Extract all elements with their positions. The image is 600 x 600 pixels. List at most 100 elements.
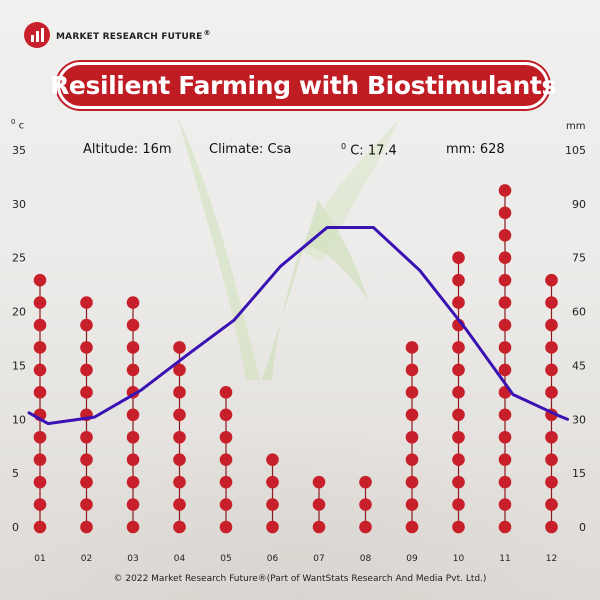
right-axis-tick: 60	[572, 306, 586, 319]
precipitation-dot	[545, 475, 558, 489]
precipitation-dot	[33, 341, 47, 354]
temperature-label: 0 C: 17.4	[341, 142, 397, 159]
month-label: 02	[81, 554, 92, 564]
precipitation-dot	[173, 408, 186, 422]
precipitation-dot	[173, 498, 186, 511]
precipitation-dot	[126, 408, 140, 422]
precipitation-dot	[126, 475, 140, 489]
right-axis-tick: 15	[572, 467, 586, 480]
precipitation-dot	[498, 408, 512, 422]
month-label: 11	[499, 554, 510, 564]
precipitation-dot	[498, 228, 512, 242]
precipitation-dot	[80, 475, 93, 489]
precipitation-dot	[80, 430, 93, 444]
precipitation-dot	[405, 520, 419, 534]
precipitation-dot	[219, 408, 233, 422]
precipitation-dot	[80, 520, 93, 534]
precipitation-dot	[126, 430, 140, 444]
precipitation-dot	[452, 273, 465, 287]
left-axis-tick: 30	[12, 198, 26, 211]
precipitation-dot	[452, 498, 465, 511]
precipitation-dot	[405, 363, 419, 377]
precipitation-dot	[126, 296, 140, 309]
precipitation-dot	[126, 498, 140, 511]
precipitation-dot	[452, 453, 465, 466]
precipitation-dot	[498, 184, 512, 197]
precipitation-dot	[498, 296, 512, 309]
precipitation-dot	[219, 475, 233, 489]
precipitation-dot	[312, 520, 326, 534]
precipitation-dot	[359, 498, 372, 511]
precipitation-dot	[33, 386, 47, 399]
precipitation-dot	[266, 498, 279, 511]
precipitation-dot	[405, 408, 419, 422]
right-axis-tick: 0	[579, 521, 586, 534]
precipitation-dot	[405, 498, 419, 511]
precipitation-dot	[219, 386, 233, 399]
month-label: 07	[313, 554, 324, 564]
right-axis-tick: 75	[572, 252, 586, 265]
month-label: 06	[267, 554, 279, 564]
month-label: 08	[360, 554, 372, 564]
precipitation-dot	[452, 341, 465, 354]
month-label: 03	[127, 554, 138, 564]
page-title: Resilient Farming with Biostimulants	[50, 71, 556, 100]
precipitation-dot	[405, 453, 419, 466]
precipitation-dot	[173, 386, 186, 399]
precipitation-dot	[266, 520, 279, 534]
precipitation-dot	[33, 296, 47, 309]
precipitation-dot	[219, 498, 233, 511]
month-label: 05	[220, 554, 231, 564]
precipitation-dot	[80, 386, 93, 399]
precipitation-dot	[33, 363, 47, 377]
precipitation-dot	[452, 520, 465, 534]
left-axis-tick: 35	[12, 144, 26, 157]
precipitation-dot	[126, 520, 140, 534]
precipitation-dot	[219, 520, 233, 534]
precipitation-dot	[33, 430, 47, 444]
precipitation-dot	[33, 475, 47, 489]
precipitation-dot	[405, 386, 419, 399]
precipitation-dot	[545, 273, 558, 287]
precipitation-dot	[33, 318, 47, 332]
month-label: 01	[34, 554, 45, 564]
precipitation-dot	[405, 341, 419, 354]
precipitation-dot	[173, 475, 186, 489]
logo-bars-icon	[31, 28, 44, 42]
precipitation-dot	[173, 363, 186, 377]
precipitation-dot	[173, 520, 186, 534]
precipitation-dot	[498, 251, 512, 265]
precipitation-dot	[498, 273, 512, 287]
month-label: 10	[453, 554, 465, 564]
precipitation-label: mm: 628	[446, 142, 505, 157]
precipitation-dot	[80, 363, 93, 377]
precipitation-dot	[266, 453, 279, 466]
precipitation-dot	[498, 341, 512, 354]
brand-name: MARKET RESEARCH FUTURE®	[56, 28, 211, 42]
climate-label: Climate: Csa	[209, 142, 292, 157]
right-axis-tick: 30	[572, 413, 586, 426]
precipitation-dot	[219, 453, 233, 466]
precipitation-dot	[545, 386, 558, 399]
precipitation-dot	[545, 341, 558, 354]
precipitation-dot	[545, 498, 558, 511]
precipitation-dot	[452, 251, 465, 265]
precipitation-dot	[80, 341, 93, 354]
left-axis-tick: 5	[12, 467, 19, 480]
left-axis-tick: 25	[12, 252, 26, 265]
left-axis-unit: 0 c	[11, 118, 25, 132]
precipitation-dot	[359, 520, 372, 534]
precipitation-dot	[452, 296, 465, 309]
precipitation-dot	[173, 453, 186, 466]
precipitation-dot	[498, 498, 512, 511]
right-axis-tick: 45	[572, 359, 586, 372]
brand-logo: MARKET RESEARCH FUTURE®	[24, 20, 211, 50]
month-label: 09	[406, 554, 418, 564]
precipitation-dot	[498, 453, 512, 466]
left-axis-tick: 15	[12, 359, 26, 372]
precipitation-dot	[498, 430, 512, 444]
precipitation-dot	[33, 453, 47, 466]
precipitation-dot	[452, 386, 465, 399]
precipitation-dot	[359, 475, 372, 489]
